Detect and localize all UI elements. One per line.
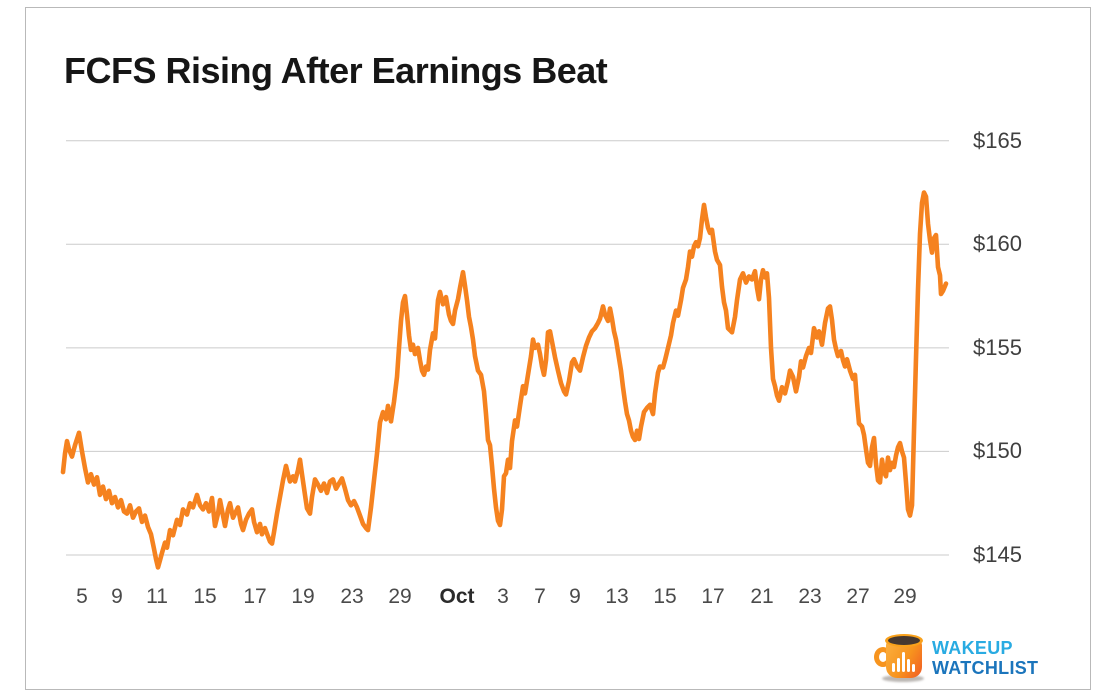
x-axis-label: 27 — [846, 585, 870, 608]
x-axis-label: 15 — [653, 585, 677, 608]
x-axis-label: 5 — [76, 585, 88, 608]
x-axis-label: 9 — [569, 585, 581, 608]
wakeup-watchlist-logo: WAKEUP WATCHLIST — [868, 632, 1068, 684]
x-axis-label: 3 — [497, 585, 509, 608]
x-axis-label: 21 — [750, 585, 774, 608]
x-axis-label: 9 — [111, 585, 123, 608]
x-axis-label: 23 — [340, 585, 364, 608]
coffee-mug-icon — [874, 634, 926, 682]
logo-line2: WATCHLIST — [932, 658, 1039, 678]
price-line — [60, 190, 949, 570]
y-axis-label: $160 — [973, 231, 1022, 257]
card-border — [25, 7, 1091, 690]
logo-text: WAKEUP WATCHLIST — [932, 638, 1038, 678]
y-axis-label: $165 — [973, 127, 1022, 153]
x-axis-label: Oct — [439, 585, 475, 608]
chart-title: FCFS Rising After Earnings Beat — [64, 50, 608, 91]
mug-shadow — [882, 675, 924, 682]
x-axis-label: 13 — [605, 585, 629, 608]
x-axis-label: 15 — [193, 585, 217, 608]
bar-chart-icon — [892, 650, 916, 672]
x-axis-label: 7 — [534, 585, 546, 608]
y-axis-label: $150 — [973, 438, 1022, 464]
x-axis-label: 29 — [893, 585, 917, 608]
x-axis-label: 23 — [798, 585, 822, 608]
x-axis-label: 11 — [146, 585, 168, 608]
logo-line1: WAKEUP — [932, 638, 1013, 658]
y-axis-label: $155 — [973, 334, 1022, 360]
x-axis-label: 17 — [701, 585, 725, 608]
y-axis-label: $145 — [973, 542, 1022, 567]
x-axis-label: 19 — [291, 585, 315, 608]
x-axis-label: 17 — [243, 585, 267, 608]
x-axis-label: 29 — [388, 585, 412, 608]
mug-opening — [888, 636, 920, 645]
